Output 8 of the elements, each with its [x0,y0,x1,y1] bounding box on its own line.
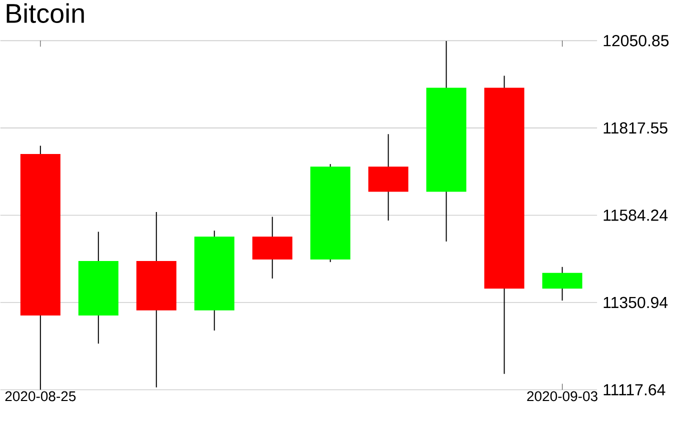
x-tick-label: 2020-08-25 [5,391,76,402]
y-tick-label: 11817.55 [604,122,668,134]
y-tick-label: 11584.24 [604,210,668,222]
y-tick-label: 11117.64 [604,384,666,396]
y-tick-label: 12050.85 [604,35,669,46]
chart-title: Bitcoin [6,3,84,24]
x-tick-label: 2020-09-03 [527,391,598,402]
y-tick-label: 11350.94 [604,296,668,308]
